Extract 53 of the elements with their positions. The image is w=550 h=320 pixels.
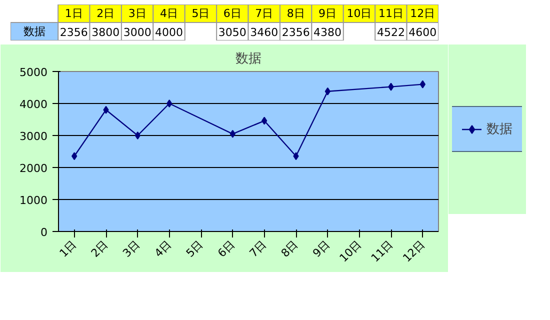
x-tick-label: 10日 <box>337 238 364 265</box>
text: 数据 <box>23 25 46 38</box>
y-tick-label: 4000 <box>20 98 48 111</box>
category-label: 5日 <box>192 7 210 20</box>
data-label: 3460 <box>250 26 278 39</box>
x-tick-label: 5日 <box>184 238 206 260</box>
point <box>420 80 426 88</box>
point <box>134 132 140 140</box>
x-tick-label: 2日 <box>88 238 111 260</box>
x-tick-label: 6日 <box>215 238 238 260</box>
x-tick-label: 12日 <box>400 238 428 265</box>
category-label: 11日 <box>378 7 404 20</box>
y-tick-label: 1000 <box>20 194 48 207</box>
legend-label: 数据 <box>486 120 512 138</box>
category-label: 3日 <box>128 7 146 20</box>
category-label: 4日 <box>160 7 178 20</box>
data-label: 4380 <box>314 26 342 39</box>
point <box>388 82 394 91</box>
point <box>103 106 109 114</box>
category-label: 2日 <box>96 7 115 20</box>
data-label: 3050 <box>218 26 246 39</box>
data-label: 2356 <box>60 26 88 39</box>
y-tick-label: 2000 <box>20 162 48 175</box>
y-tick-label: 3000 <box>20 130 48 143</box>
y-tick-label: 0 <box>40 226 48 239</box>
chart-title: 数据 <box>236 52 262 66</box>
category-label: 7日 <box>255 7 274 20</box>
x-tick-label: 8日 <box>278 238 301 260</box>
x-tick-label: 11日 <box>368 238 396 265</box>
category-label: 1日 <box>64 7 83 20</box>
x-tick-label: 1日 <box>57 238 79 260</box>
point <box>166 100 172 108</box>
category-label: 10日 <box>346 7 372 20</box>
category-label: 8日 <box>286 7 305 20</box>
x-tick-label: 3日 <box>120 238 142 260</box>
y-tick-label: 5000 <box>20 66 48 79</box>
point <box>324 87 330 96</box>
data-label: 4600 <box>408 26 437 39</box>
point <box>230 130 236 138</box>
point <box>262 116 268 125</box>
data-label: 3800 <box>92 26 120 39</box>
x-tick-label: 7日 <box>247 238 269 260</box>
category-label: 12日 <box>410 7 436 20</box>
data-label: 2356 <box>282 26 310 39</box>
x-tick-label: 9日 <box>310 238 332 260</box>
data-label: 3000 <box>123 26 152 39</box>
point <box>72 152 78 160</box>
data-label: 4522 <box>376 26 405 39</box>
point <box>293 152 299 160</box>
category-label: 9日 <box>318 7 337 20</box>
x-tick-label: 4日 <box>152 238 174 260</box>
category-label: 6日 <box>223 7 242 20</box>
data-label: 4000 <box>155 26 184 39</box>
